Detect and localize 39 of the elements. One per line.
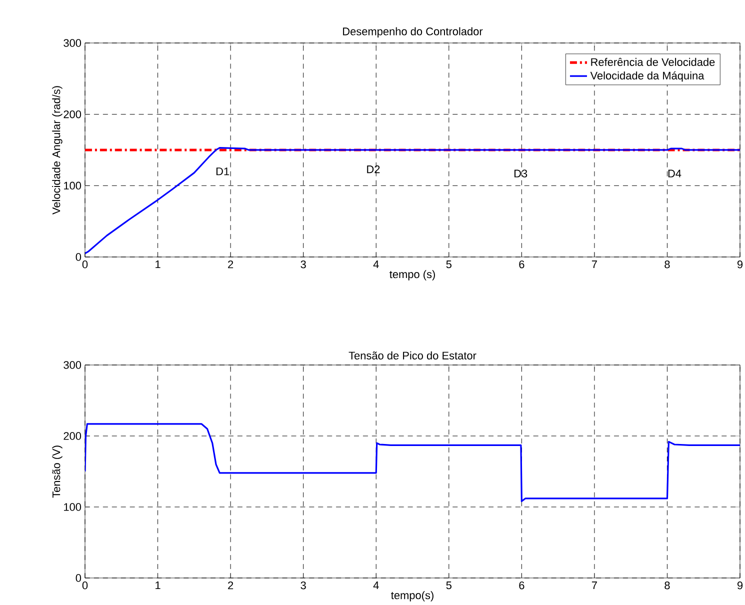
chart-title: Tensão de Pico do Estator (348, 351, 476, 360)
annotation: D1 (216, 168, 230, 176)
legend-label: Velocidade da Máquina (590, 71, 704, 82)
y-tick-label: 100 (64, 182, 82, 190)
x-tick-label: 4 (373, 582, 379, 590)
x-axis-title: tempo(s) (391, 591, 434, 602)
x-tick-label: 1 (156, 260, 160, 268)
x-tick-label: 7 (592, 582, 597, 590)
y-tick-label: 200 (64, 432, 82, 440)
x-tick-label: 8 (664, 582, 670, 590)
x-tick-label: 8 (664, 260, 670, 268)
x-tick-label: 5 (446, 582, 452, 590)
x-tick-label: 9 (737, 260, 743, 268)
x-tick-label: 1 (156, 582, 160, 590)
annotation: D4 (668, 170, 682, 178)
x-tick-label: 2 (228, 260, 234, 268)
x-tick-label: 9 (737, 582, 743, 590)
x-tick-label: 4 (373, 260, 379, 268)
x-tick-label: 3 (300, 582, 306, 590)
y-tick-label: 0 (76, 574, 82, 582)
y-tick-label: 300 (64, 39, 82, 47)
x-tick-label: 3 (300, 260, 306, 268)
x-tick-label: 6 (519, 582, 524, 590)
chart-title: Desempenho do Controlador (343, 27, 483, 38)
y-tick-label: 200 (64, 110, 82, 118)
x-tick-label: 0 (82, 582, 88, 590)
annotation: D2 (367, 165, 380, 174)
x-tick-label: 0 (82, 260, 88, 268)
x-tick-label: 7 (592, 260, 597, 268)
y-axis-title: Velocidade Angular (rad/s) (52, 86, 62, 215)
y-tick-label: 100 (64, 503, 82, 511)
x-axis-title: tempo (s) (390, 270, 435, 280)
legend-label: Referência de Velocidade (591, 58, 715, 66)
x-tick-label: 6 (519, 260, 524, 268)
y-tick-label: 0 (76, 253, 82, 261)
x-tick-label: 5 (446, 260, 452, 268)
y-axis-title: Tensão (V) (52, 446, 62, 498)
y-tick-label: 300 (64, 361, 82, 369)
x-tick-label: 2 (228, 582, 234, 590)
